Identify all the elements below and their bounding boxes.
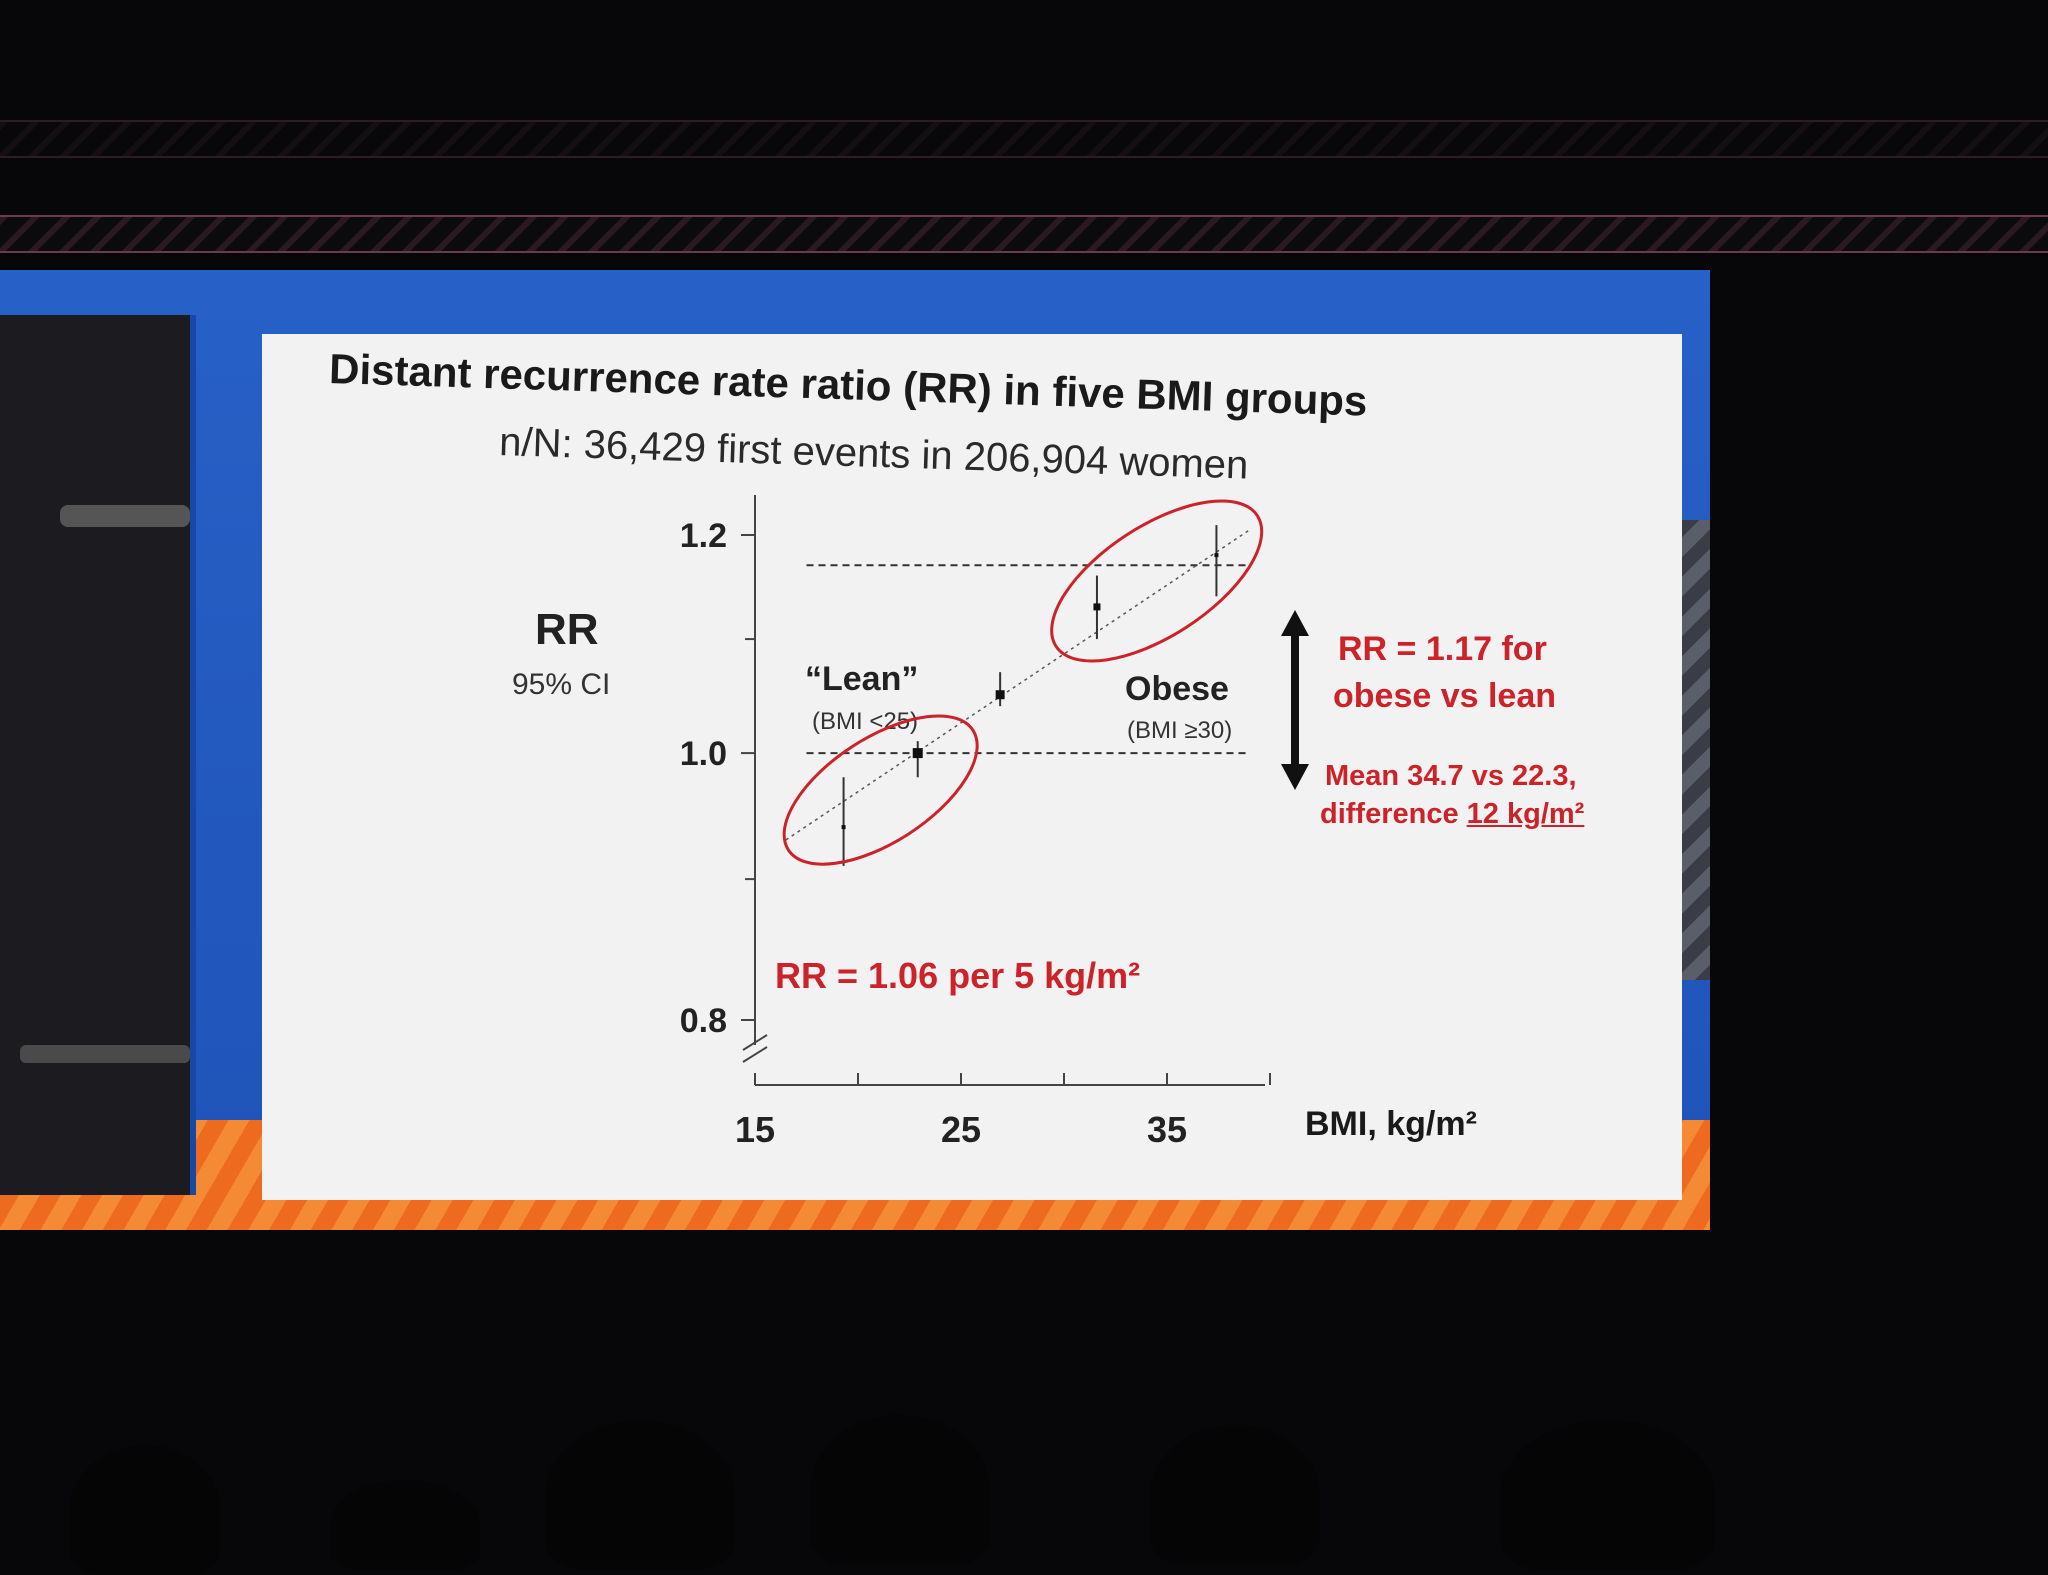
data-point [1214,553,1219,558]
y-tick-label: 1.2 [680,517,727,555]
obese-label: Obese [1125,670,1229,708]
mean-annotation-line1: Mean 34.7 vs 22.3, [1325,760,1577,792]
rr-obese-annotation-line1: RR = 1.17 for [1338,630,1547,668]
speaker-video-feed [0,315,196,1195]
y-tick-label: 0.8 [680,1002,727,1040]
ceiling-truss-upper [0,120,2048,158]
audience-silhouette [330,1480,480,1570]
data-point [1093,603,1101,611]
data-point [912,748,923,759]
axis-break-mark [742,1034,768,1051]
chart-marks [782,499,1309,866]
trend-line [785,529,1250,841]
video-object [20,1045,190,1063]
obese-sublabel: (BMI ≥30) [1127,717,1233,744]
x-tick-label: 15 [735,1109,775,1150]
lean-group-ellipse [782,714,979,866]
data-point [841,825,846,830]
video-object [60,505,190,527]
x-axis-label: BMI, kg/m² [1305,1105,1477,1143]
difference-arrow-head-down [1281,764,1309,790]
y-axis-sublabel: 95% CI [512,668,611,701]
ceiling-truss [0,215,2048,253]
lean-label: “Lean” [805,660,919,698]
x-tick-label: 25 [941,1109,981,1150]
difference-arrow-head-up [1281,610,1309,636]
audience-silhouette [1500,1420,1715,1570]
audience-silhouette [810,1415,990,1565]
data-point [995,690,1005,700]
mean-annotation-line2: difference 12 kg/m² [1320,798,1584,831]
chart-axes: 0.8 1.0 1.2 15 25 35 [680,495,1271,1150]
mean-difference-value: 12 kg/m² [1466,798,1585,830]
obese-group-ellipse [1050,499,1264,663]
audience-silhouette [545,1420,735,1570]
y-tick-label: 1.0 [680,735,727,773]
audience-silhouette [1150,1425,1320,1565]
y-axis-label: RR [535,605,599,654]
rr-per-5-annotation: RR = 1.06 per 5 kg/m² [775,955,1141,996]
mean-difference-prefix: difference [1320,798,1467,830]
chart-svg: 0.8 1.0 1.2 15 25 35 [680,495,1309,1150]
audience-silhouette [70,1445,220,1575]
x-tick-label: 35 [1147,1109,1187,1150]
axis-break-mark [742,1046,768,1063]
rr-obese-annotation-line2: obese vs lean [1333,677,1557,715]
